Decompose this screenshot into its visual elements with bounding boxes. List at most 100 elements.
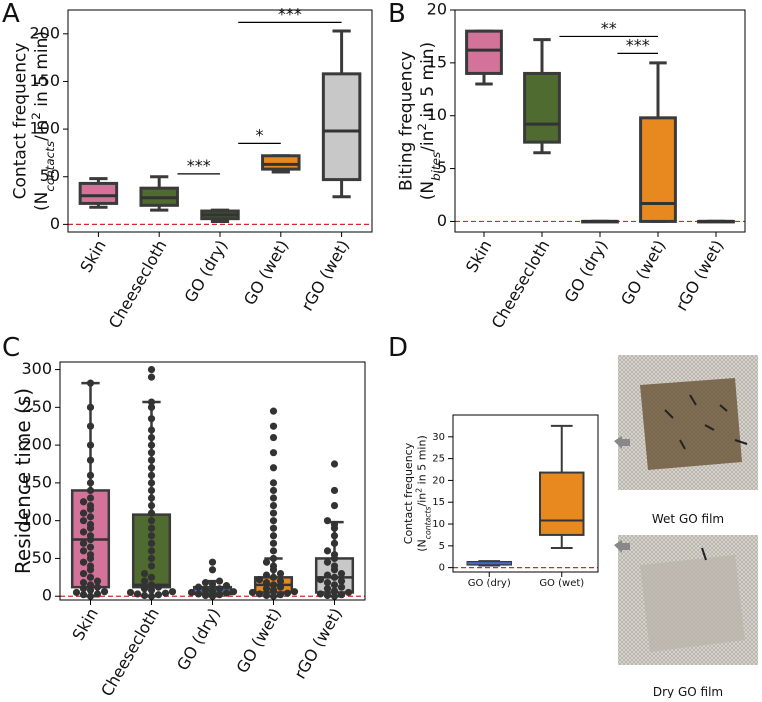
y-axis-label-part: in 5 min)	[416, 435, 429, 488]
data-point	[201, 586, 210, 594]
data-point	[323, 571, 332, 579]
data-point	[283, 589, 292, 597]
data-point	[323, 585, 332, 593]
data-point	[86, 520, 95, 529]
y-tick-label: 15	[432, 497, 445, 508]
data-point	[194, 583, 203, 591]
data-point	[337, 583, 346, 591]
data-point	[208, 587, 217, 595]
data-point	[86, 379, 95, 387]
data-point	[147, 426, 156, 434]
y-axis-label-part: /in	[416, 493, 429, 507]
data-point	[262, 585, 271, 593]
data-point	[140, 591, 149, 600]
x-tick-label: Skin	[462, 237, 495, 276]
y-tick-label: 5	[437, 158, 447, 177]
data-point	[269, 554, 278, 563]
data-point	[147, 539, 156, 547]
data-point	[269, 501, 278, 510]
data-point	[86, 562, 95, 570]
y-axis-label-part: Biting frequency	[397, 51, 417, 191]
data-point	[316, 576, 325, 584]
data-point	[269, 539, 278, 547]
y-tick-label: 10	[432, 519, 445, 530]
y-axis-label-part: 2	[415, 123, 429, 131]
y-axis-label-part: in 5 min)	[32, 31, 52, 112]
data-point	[330, 592, 339, 600]
y-tick-label: 200	[29, 23, 60, 42]
data-point	[248, 588, 257, 597]
data-point	[86, 532, 95, 540]
data-point	[269, 573, 278, 581]
data-point	[194, 590, 203, 598]
x-tick-label: rGO (wet)	[290, 605, 346, 682]
data-point	[140, 585, 149, 593]
y-axis-label: (Nbites/in2 in 5 min)	[415, 42, 443, 200]
significance-label: ***	[626, 35, 650, 54]
photo-wet	[618, 355, 758, 490]
data-point	[86, 573, 95, 581]
data-point	[255, 590, 264, 598]
y-axis-label-part: bites	[429, 152, 443, 181]
y-axis-label: (Ncontacts/in2 in 5 min)	[29, 31, 57, 211]
data-point	[147, 479, 156, 487]
photo-dry	[618, 535, 758, 665]
data-point	[323, 591, 332, 600]
data-point	[330, 573, 339, 581]
data-point	[79, 558, 88, 566]
data-point	[323, 579, 332, 587]
data-point	[337, 577, 346, 585]
data-point	[147, 532, 156, 540]
data-point	[262, 591, 271, 600]
data-point	[86, 586, 95, 594]
data-point	[330, 551, 339, 559]
y-axis-label-part: (N	[418, 181, 438, 200]
data-point	[79, 528, 88, 536]
data-point	[330, 539, 339, 547]
y-tick-label: 0	[437, 211, 447, 230]
data-point	[269, 486, 278, 495]
data-point	[330, 501, 339, 510]
y-axis-label-part: Contact frequency	[11, 43, 31, 200]
data-point	[161, 589, 170, 597]
data-point	[147, 398, 156, 406]
data-point	[208, 566, 217, 574]
data-point	[269, 422, 278, 430]
data-point	[154, 591, 163, 599]
plot-frame	[59, 361, 366, 601]
data-point	[86, 422, 95, 430]
data-point	[323, 558, 332, 566]
data-point	[290, 588, 299, 596]
x-tick-label: GO (wet)	[233, 605, 285, 677]
image-caption: Dry GO film	[653, 685, 723, 698]
panel-label: D	[388, 333, 408, 363]
x-tick-label: GO (wet)	[240, 237, 292, 309]
data-point	[147, 592, 156, 600]
data-point	[262, 571, 271, 579]
significance-label: ***	[187, 156, 211, 175]
data-point	[86, 471, 95, 479]
data-point	[269, 532, 278, 540]
y-tick-label: 150	[21, 472, 52, 491]
data-point	[147, 547, 156, 555]
y-tick-label: 20	[432, 475, 445, 486]
data-point	[140, 577, 149, 585]
data-point	[147, 433, 156, 442]
y-tick-label: 300	[21, 359, 52, 378]
data-point	[201, 591, 210, 600]
y-tick-label: 100	[29, 119, 60, 138]
data-point	[201, 579, 210, 587]
data-point	[79, 498, 88, 506]
data-point	[79, 579, 88, 587]
x-tick-label: Skin	[68, 605, 101, 644]
y-tick-label: 0	[50, 214, 60, 233]
x-tick-label: GO (dry)	[468, 578, 511, 589]
data-point	[147, 554, 156, 563]
data-point	[330, 581, 339, 589]
data-point	[262, 558, 271, 566]
data-point	[269, 524, 278, 532]
data-point	[222, 589, 231, 597]
box	[639, 116, 677, 223]
y-axis-label-part: in 5 min)	[418, 42, 438, 123]
data-point	[229, 588, 238, 596]
